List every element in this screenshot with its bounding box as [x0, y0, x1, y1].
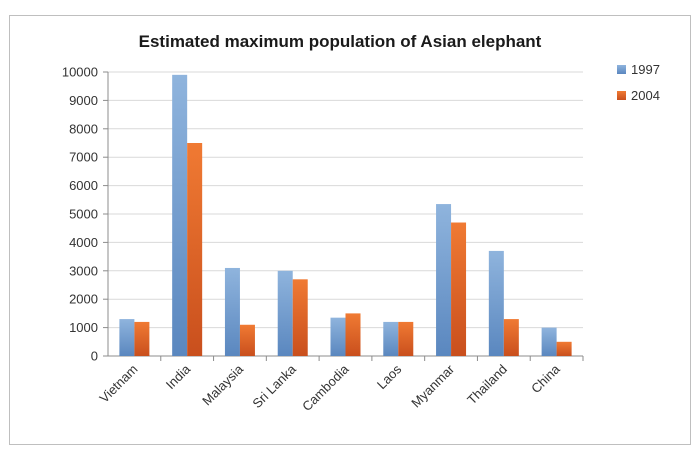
x-tick-label: Vietnam [96, 362, 140, 406]
y-tick-label: 9000 [69, 93, 98, 108]
x-tick-label: Cambodia [299, 361, 352, 414]
x-tick-label: Sri Lanka [249, 361, 299, 411]
bar-1997-india [172, 74, 188, 356]
bar-1997-myanmar [436, 204, 452, 356]
bar-1997-vietnam [119, 319, 135, 356]
y-tick-label: 3000 [69, 263, 98, 278]
bar-1997-cambodia [330, 317, 346, 356]
y-tick-label: 7000 [69, 150, 98, 165]
bar-2004-myanmar [451, 222, 467, 356]
legend-label-1997: 1997 [631, 62, 660, 77]
x-tick-labels: Vietnam India Malaysia Sri Lanka Cambodia Lao… [96, 361, 563, 414]
bar-1997-thailand [488, 250, 504, 356]
y-tick-label: 10000 [62, 65, 98, 80]
bar-2004-sri-lanka [292, 279, 308, 356]
y-tick-label: 2000 [69, 292, 98, 307]
x-tick-label: India [163, 361, 194, 392]
bar-2004-vietnam [134, 321, 150, 356]
bar-2004-thailand [503, 319, 519, 356]
bar-2004-china [556, 341, 572, 356]
y-tick-label: 5000 [69, 207, 98, 222]
y-tick-label: 6000 [69, 178, 98, 193]
bar-2004-india [187, 143, 203, 356]
bar-2004-cambodia [345, 313, 361, 356]
x-tick-label: China [528, 361, 563, 396]
chart-frame [9, 15, 691, 445]
legend-swatch-2004 [617, 91, 626, 100]
bars [119, 74, 572, 356]
x-tick-label: Thailand [464, 362, 510, 408]
bar-1997-sri-lanka [277, 270, 293, 356]
legend-swatch-1997 [617, 65, 626, 74]
bar-1997-china [541, 327, 557, 356]
chart-title: Estimated maximum population of Asian el… [138, 32, 542, 51]
y-tick-label: 0 [91, 349, 98, 364]
x-tick-label: Laos [374, 361, 405, 392]
bar-1997-malaysia [224, 267, 240, 356]
bar-2004-malaysia [239, 324, 255, 356]
y-tick-labels: 0 1000 2000 3000 4000 5000 6000 7000 8000 9000 100… [62, 65, 98, 364]
y-tick-label: 4000 [69, 235, 98, 250]
x-tick-label: Malaysia [199, 361, 246, 408]
y-tick-label: 1000 [69, 320, 98, 335]
legend: 1997 2004 [617, 62, 660, 103]
bar-1997-laos [383, 321, 399, 356]
x-tick-label: Myanmar [408, 361, 457, 410]
bar-2004-laos [398, 321, 414, 356]
y-tick-label: 8000 [69, 121, 98, 136]
legend-label-2004: 2004 [631, 88, 660, 103]
